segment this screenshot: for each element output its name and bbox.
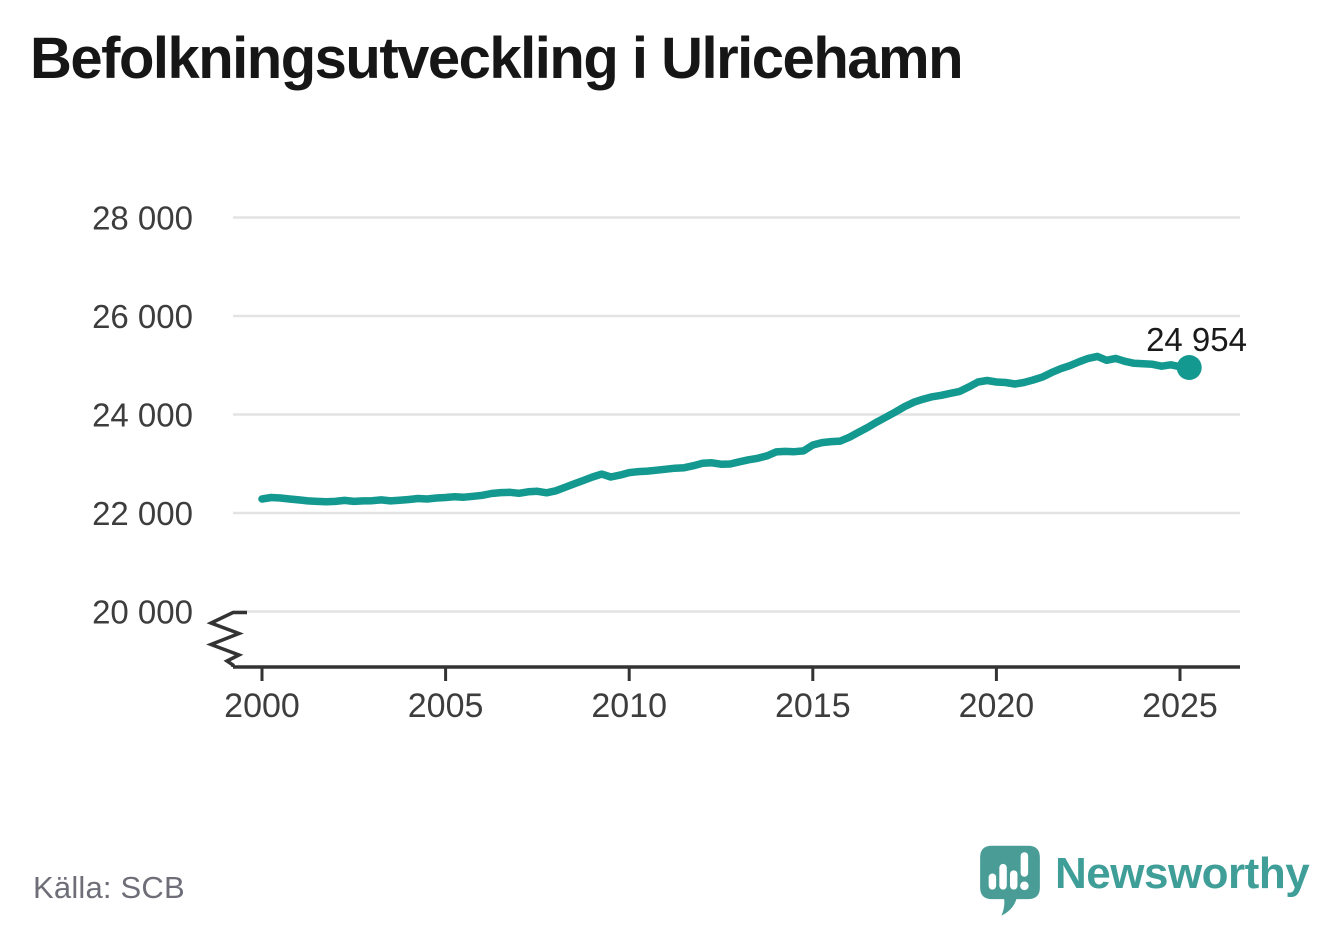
bar-1	[988, 873, 997, 890]
newsworthy-wordmark: Newsworthy	[1055, 849, 1310, 898]
x-axis-label-2005: 2005	[408, 687, 484, 725]
x-axis-label-2000: 2000	[224, 687, 300, 725]
latest-value-label: 24 954	[1146, 321, 1247, 358]
x-axis-label-2010: 2010	[591, 687, 667, 725]
y-axis-label-26000: 26 000	[92, 298, 193, 335]
chart-title: Befolkningsutveckling i Ulricehamn	[30, 26, 964, 91]
y-axis-label-28000: 28 000	[92, 200, 193, 237]
y-axis-label-20000: 20 000	[92, 594, 193, 631]
newsworthy-icon	[980, 845, 1040, 916]
x-axis-label-2015: 2015	[775, 687, 851, 725]
latest-value-dot	[1176, 355, 1202, 380]
bar-2	[999, 863, 1007, 890]
newsworthy-logo: Newsworthy	[978, 843, 1310, 919]
y-axis-break	[206, 610, 247, 667]
exclamation-dot	[1020, 881, 1029, 891]
bar-3	[1010, 870, 1018, 890]
population-series-line	[258, 352, 1193, 506]
x-axis-label-2020: 2020	[959, 687, 1035, 725]
y-axis-label-22000: 22 000	[92, 495, 193, 532]
exclamation-bar	[1020, 852, 1029, 877]
y-axis-label-24000: 24 000	[92, 397, 193, 434]
source-caption: Källa: SCB	[33, 870, 185, 905]
x-axis-label-2025: 2025	[1142, 687, 1218, 725]
